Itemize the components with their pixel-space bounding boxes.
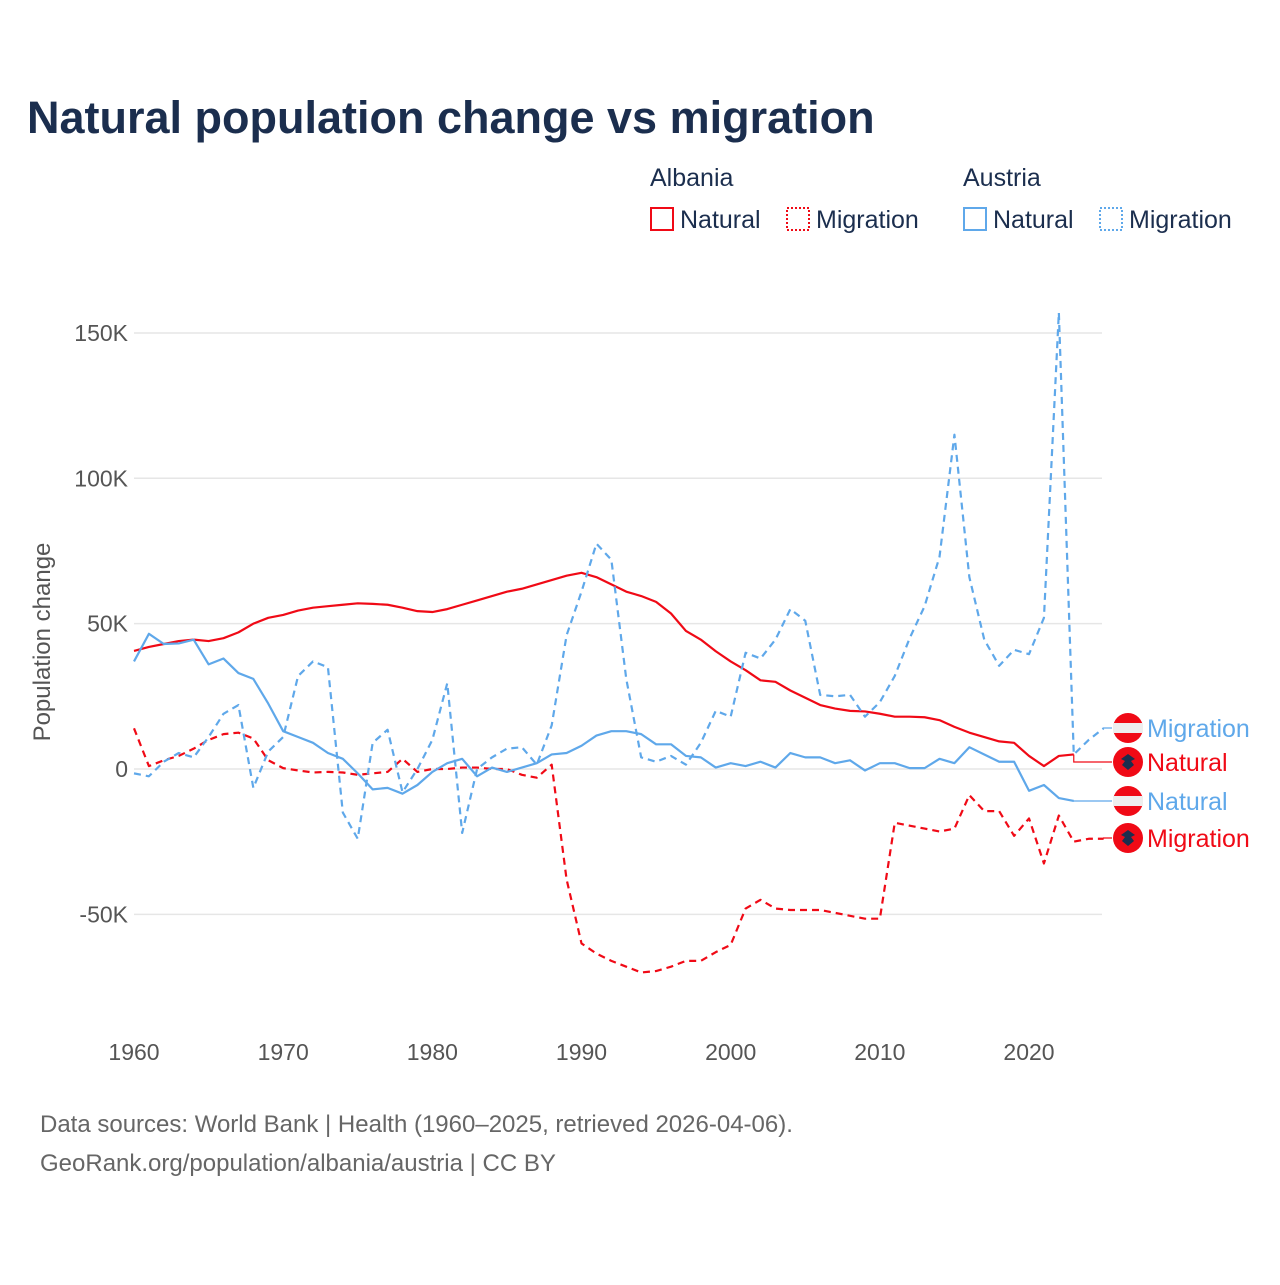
- series-lines: [134, 313, 1112, 973]
- y-tick-label: 0: [115, 756, 128, 782]
- flag-stripe: [1113, 723, 1143, 733]
- legend-group-title: Austria: [963, 164, 1041, 192]
- flag-stripe: [1113, 796, 1143, 806]
- series-line-albania-natural: [134, 573, 1074, 766]
- legend-swatch[interactable]: [651, 208, 673, 230]
- y-axis-label: Population change: [29, 543, 56, 742]
- credit-note: GeoRank.org/population/albania/austria |…: [40, 1150, 556, 1177]
- series-line-austria-natural: [134, 634, 1074, 801]
- end-label: Natural: [1147, 788, 1228, 816]
- series-line-albania-migration: [134, 728, 1104, 972]
- legend-entry[interactable]: Natural: [993, 206, 1074, 234]
- x-tick-label: 1980: [407, 1039, 458, 1065]
- legend-group-title: Albania: [650, 164, 733, 192]
- y-tick-label: -50K: [79, 901, 128, 927]
- legend-entry[interactable]: Migration: [816, 206, 919, 234]
- x-tick-label: 2020: [1003, 1039, 1054, 1065]
- legend-swatch[interactable]: [964, 208, 986, 230]
- legend-swatch[interactable]: [787, 208, 809, 230]
- end-connector: [1104, 838, 1112, 839]
- end-label: Migration: [1147, 715, 1250, 743]
- legend-entry[interactable]: Migration: [1129, 206, 1232, 234]
- x-tick-label: 1970: [258, 1039, 309, 1065]
- grid: -50K 0 50K 100K 150K 1960 1970 1980 1990 2000 2010…: [74, 320, 1102, 1065]
- y-tick-label: 150K: [74, 320, 128, 346]
- x-tick-label: 2010: [854, 1039, 905, 1065]
- x-tick-label: 1960: [108, 1039, 159, 1065]
- end-labels: Natural Migration Natural Migration: [1113, 713, 1250, 853]
- legend-entry[interactable]: Natural: [680, 206, 761, 234]
- source-note: Data sources: World Bank | Health (1960–…: [40, 1111, 793, 1138]
- chart-title: Natural population change vs migration: [27, 92, 875, 143]
- end-label: Migration: [1147, 825, 1250, 853]
- legend-swatch[interactable]: [1100, 208, 1122, 230]
- x-tick-label: 1990: [556, 1039, 607, 1065]
- legend: Albania Natural Migration Austria Natural Mig…: [650, 164, 1232, 234]
- x-tick-label: 2000: [705, 1039, 756, 1065]
- y-tick-label: 50K: [87, 611, 129, 637]
- y-tick-label: 100K: [74, 465, 128, 491]
- end-connector: [1074, 754, 1112, 762]
- end-label: Natural: [1147, 749, 1228, 777]
